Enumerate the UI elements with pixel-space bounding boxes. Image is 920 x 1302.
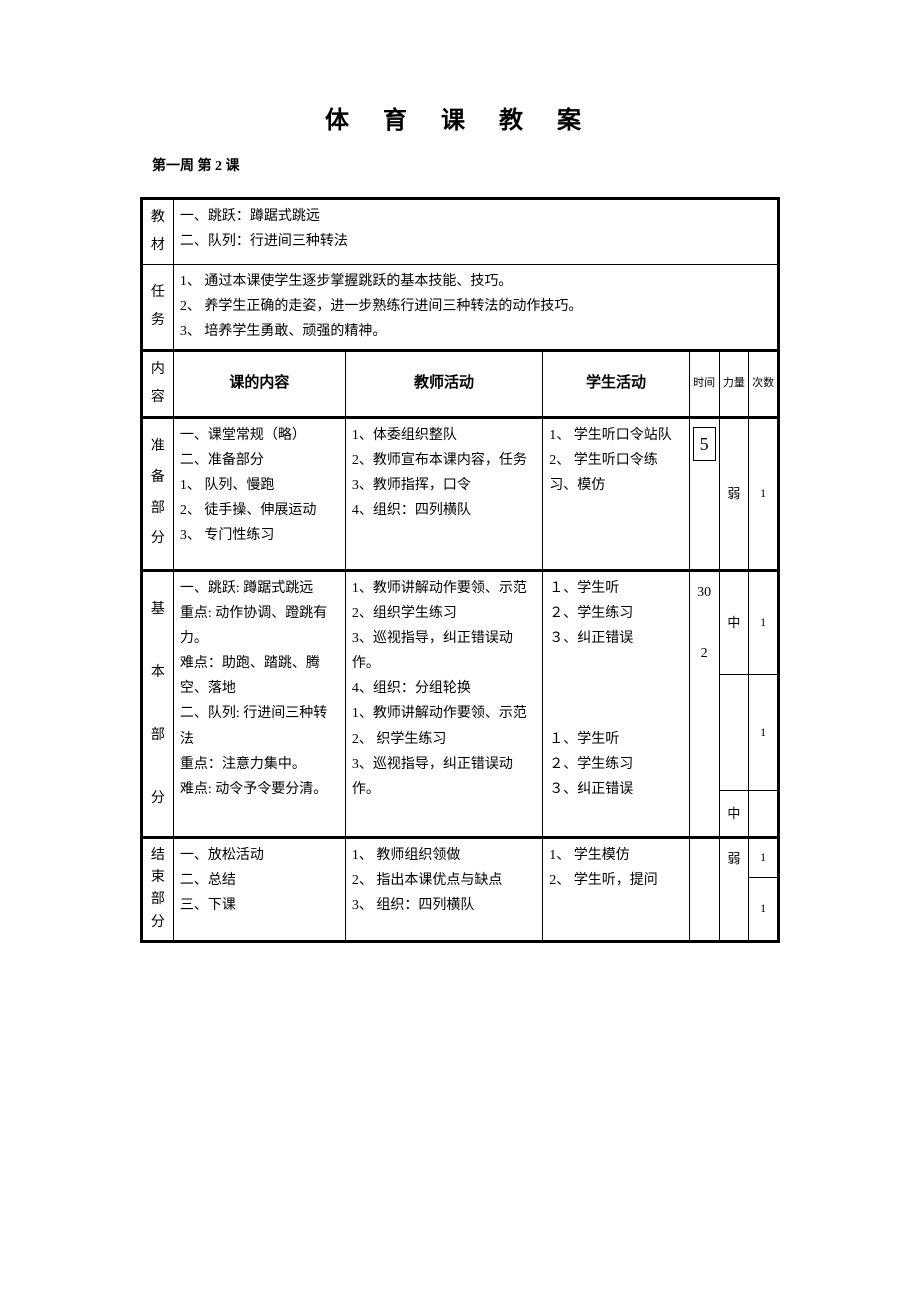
main-content: 一、跳跃: 蹲踞式跳远 重点: 动作协调、蹬跳有力。 难点：助跑、踏跳、腾空、落…: [173, 570, 345, 837]
main-intensity-blank: [719, 674, 749, 790]
main-teacher: 1、教师讲解动作要领、示范 2、组织学生练习 3、巡视指导，纠正错误动作。 4、…: [345, 570, 542, 837]
prep-student: 1、 学生听口令站队 2、 学生听口令练习、模仿: [543, 417, 690, 570]
header-content: 课的内容: [173, 350, 345, 417]
end-times-2: 1: [749, 877, 779, 942]
main-times-blank: [749, 791, 779, 837]
header-student: 学生活动: [543, 350, 690, 417]
end-student: 1、 学生模仿 2、 学生听，提问: [543, 837, 690, 942]
header-teacher: 教师活动: [345, 350, 542, 417]
main-intensity-2: 中: [719, 791, 749, 837]
prep-times: 1: [749, 417, 779, 570]
header-time: 时间: [689, 350, 719, 417]
main-time: 302: [689, 570, 719, 837]
page-title: 体 育 课 教 案: [140, 100, 780, 135]
end-teacher: 1、 教师组织领做 2、 指出本课优点与缺点 3、 组织：四列横队: [345, 837, 542, 942]
lesson-plan-table: 教材 一、跳跃：蹲踞式跳远 二、队列：行进间三种转法 任务 1、 通过本课使学生…: [140, 197, 780, 943]
prep-teacher: 1、体委组织整队 2、教师宣布本课内容，任务 3、教师指挥，口令 4、组织：四列…: [345, 417, 542, 570]
prep-label: 准备部分: [142, 417, 174, 570]
prep-time: 5: [689, 417, 719, 570]
header-intensity: 力量: [719, 350, 749, 417]
main-student: １、学生听 ２、学生练习 ３、纠正错误 １、学生听 ２、学生练习 ３、纠正错误: [543, 570, 690, 837]
main-times-1: 1: [749, 570, 779, 674]
tasks-label: 任务: [142, 265, 174, 351]
end-label: 结束部分: [142, 837, 174, 942]
materials-content: 一、跳跃：蹲踞式跳远 二、队列：行进间三种转法: [173, 199, 778, 265]
main-label: 基本部分: [142, 570, 174, 837]
tasks-content: 1、 通过本课使学生逐步掌握跳跃的基本技能、技巧。 2、 养学生正确的走姿，进一…: [173, 265, 778, 351]
main-intensity-1: 中: [719, 570, 749, 674]
header-times: 次数: [749, 350, 779, 417]
main-times-2: 1: [749, 674, 779, 790]
prep-content: 一、课堂常规（略） 二、准备部分 1、 队列、慢跑 2、 徒手操、伸展运动 3、…: [173, 417, 345, 570]
end-intensity: 弱: [719, 837, 749, 942]
page-subtitle: 第一周 第 2 课: [140, 155, 780, 175]
end-times-1: 1: [749, 837, 779, 877]
materials-label: 教材: [142, 199, 174, 265]
prep-intensity: 弱: [719, 417, 749, 570]
end-content: 一、放松活动 二、总结 三、下课: [173, 837, 345, 942]
header-section: 内容: [142, 350, 174, 417]
end-time: [689, 837, 719, 942]
